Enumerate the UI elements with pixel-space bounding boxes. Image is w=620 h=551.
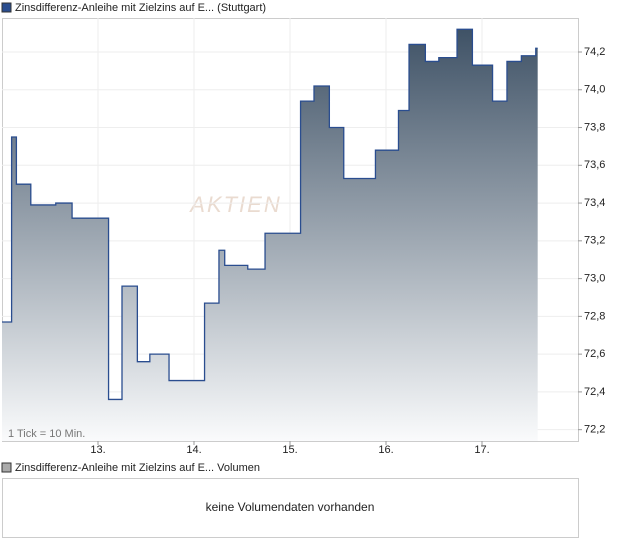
legend-swatch <box>1 462 12 473</box>
y-tick-label: 72,6 <box>584 348 605 360</box>
y-tick-label: 72,8 <box>584 310 605 322</box>
y-tick-label: 73,2 <box>584 235 605 247</box>
y-tick-label: 72,2 <box>584 424 605 436</box>
x-tick-label: 14. <box>186 444 201 456</box>
legend-swatch <box>1 2 12 13</box>
volume-message: keine Volumendaten vorhanden <box>206 500 375 514</box>
tick-note: 1 Tick = 10 Min. <box>8 428 85 440</box>
watermark: AKTIEN <box>188 192 281 217</box>
y-tick-label: 74,2 <box>584 46 605 58</box>
line <box>2 28 538 401</box>
x-tick-label: 13. <box>90 444 105 456</box>
y-tick-label: 73,6 <box>584 159 605 171</box>
y-tick-label: 74,0 <box>584 84 605 96</box>
y-tick-label: 72,4 <box>584 386 605 398</box>
legend-label: Zinsdifferenz-Anleihe mit Zielzins auf E… <box>15 2 266 14</box>
x-tick-label: 17. <box>474 444 489 456</box>
y-tick-label: 73,4 <box>584 197 605 209</box>
volume-frame <box>2 478 579 538</box>
legend-label: Zinsdifferenz-Anleihe mit Zielzins auf E… <box>15 462 260 474</box>
x-tick-label: 16. <box>378 444 393 456</box>
area <box>2 29 538 442</box>
y-tick-label: 73,0 <box>584 273 605 285</box>
y-tick-label: 73,8 <box>584 121 605 133</box>
x-tick-label: 15. <box>282 444 297 456</box>
